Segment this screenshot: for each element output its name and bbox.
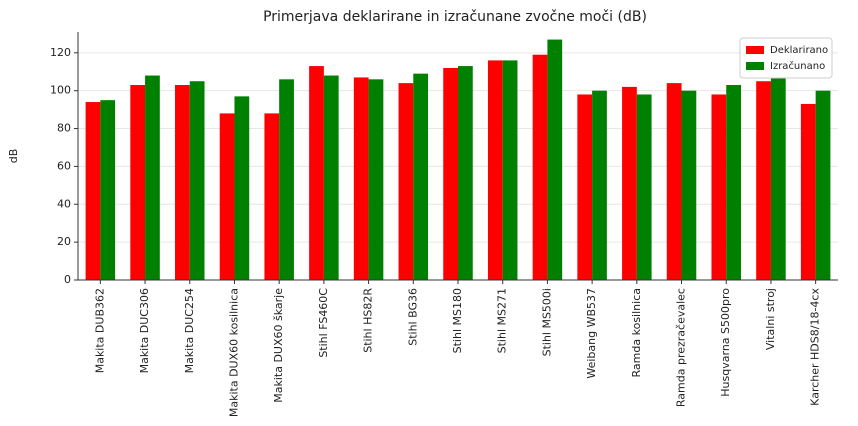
bar bbox=[458, 66, 473, 281]
legend-swatch bbox=[746, 62, 764, 70]
x-tick-label: Makita DUB362 bbox=[93, 288, 106, 373]
y-tick-label: 120 bbox=[50, 46, 71, 59]
bar bbox=[368, 79, 384, 280]
bar bbox=[85, 102, 101, 280]
y-tick-label: 0 bbox=[64, 273, 71, 286]
bar bbox=[145, 75, 160, 280]
bar bbox=[711, 94, 727, 280]
y-axis-label: dB bbox=[7, 149, 20, 164]
bar bbox=[800, 103, 816, 280]
x-tick-label: Makita DUC306 bbox=[138, 288, 151, 373]
x-tick-label: Ramda prezračevalec bbox=[675, 288, 688, 407]
legend-swatch bbox=[746, 46, 764, 54]
x-tick-label: Makita DUX60 škarje bbox=[272, 288, 285, 403]
bar bbox=[189, 81, 205, 280]
x-tick-label: Makita DUX60 kosilnica bbox=[227, 288, 240, 417]
legend-label: Deklarirano bbox=[770, 45, 828, 56]
y-tick-label: 60 bbox=[57, 159, 71, 172]
legend-label: Izračunano bbox=[770, 60, 825, 72]
x-tick-label: Stihl MS500i bbox=[540, 288, 553, 356]
bar bbox=[100, 100, 116, 280]
y-tick-label: 20 bbox=[57, 235, 71, 248]
bar bbox=[487, 60, 503, 281]
x-tick-label: Ramda kosilnica bbox=[630, 288, 643, 377]
bar bbox=[234, 96, 250, 280]
x-tick-label: Makita DUC254 bbox=[183, 288, 196, 373]
bar bbox=[622, 86, 637, 281]
y-tick-label: 80 bbox=[57, 122, 71, 135]
x-tick-label: Stihl HS82R bbox=[362, 288, 375, 353]
x-tick-label: Weibang WB537 bbox=[585, 288, 598, 379]
x-tick-label: Stihl MS271 bbox=[496, 288, 509, 353]
chart-title: Primerjava deklarirane in izračunane zvo… bbox=[263, 9, 647, 25]
x-tick-label: Stihl MS180 bbox=[451, 288, 464, 353]
bar bbox=[353, 77, 369, 280]
bar bbox=[815, 90, 831, 281]
bar bbox=[130, 85, 146, 281]
bar bbox=[175, 85, 190, 281]
bar bbox=[279, 79, 294, 280]
bar bbox=[443, 67, 458, 280]
bar bbox=[323, 75, 339, 280]
bar bbox=[726, 85, 741, 281]
y-tick-label: 100 bbox=[50, 84, 71, 97]
bar bbox=[636, 94, 652, 280]
bar bbox=[577, 94, 593, 280]
bar bbox=[681, 90, 697, 281]
bar bbox=[532, 54, 548, 280]
legend-box bbox=[739, 37, 833, 79]
y-tick-label: 40 bbox=[57, 197, 71, 210]
x-tick-label: Stihl FS460C bbox=[317, 288, 330, 358]
bar bbox=[398, 83, 414, 280]
bar bbox=[592, 90, 607, 281]
x-tick-label: Karcher HDS8/18-4cx bbox=[809, 288, 822, 406]
bar bbox=[413, 73, 429, 280]
bar bbox=[666, 83, 682, 280]
bar bbox=[770, 75, 786, 280]
bar bbox=[264, 113, 280, 281]
x-tick-label: Husqvarna S500pro bbox=[719, 288, 732, 397]
x-tick-label: Vitalni stroj bbox=[764, 288, 777, 350]
bar bbox=[309, 66, 324, 281]
bar bbox=[219, 113, 235, 281]
bar bbox=[502, 60, 518, 281]
bar bbox=[547, 39, 563, 281]
x-tick-label: Stihl BG36 bbox=[406, 288, 419, 346]
bar bbox=[756, 81, 771, 280]
